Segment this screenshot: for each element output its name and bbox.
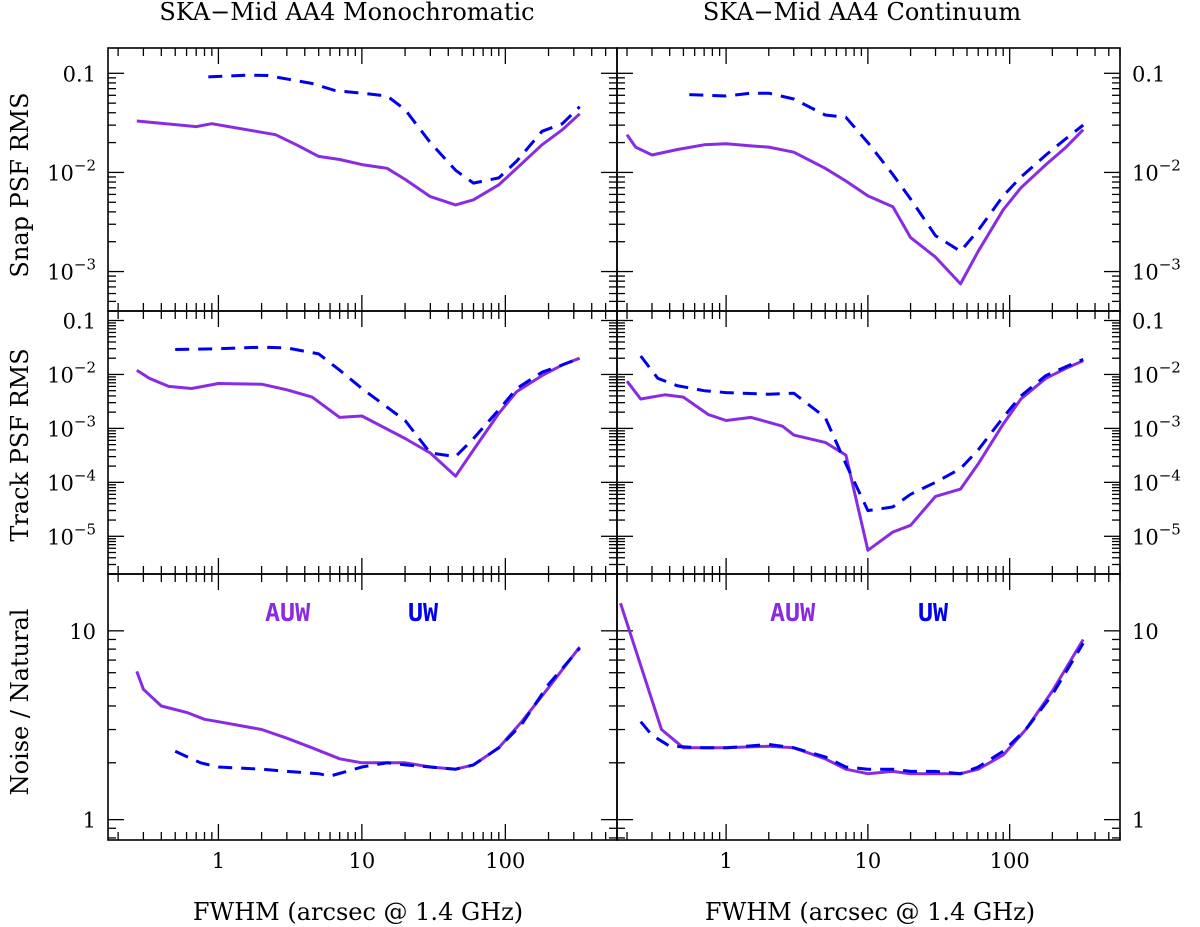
panel-frame bbox=[107, 573, 618, 841]
x-tick-label: 10 bbox=[855, 849, 882, 873]
xlabel-right: FWHM (arcsec @ 1.4 GHz) bbox=[705, 898, 1035, 926]
series-auw-line-panel-5 bbox=[619, 602, 1085, 776]
panel-frame bbox=[616, 47, 1121, 312]
series-uw-line-panel-5 bbox=[639, 642, 1085, 776]
series-auw-line-panel-4 bbox=[135, 646, 581, 771]
x-tick-label: 100 bbox=[990, 849, 1030, 873]
series-uw-line-panel-4 bbox=[174, 647, 581, 778]
series-auw-line-panel-2 bbox=[135, 356, 581, 478]
legend-auw-left: AUW bbox=[265, 598, 311, 627]
y-tick-label-right: 10−3 bbox=[1132, 256, 1181, 285]
y-tick-label-left: 10−3 bbox=[47, 412, 96, 441]
y-tick-label-right: 10−2 bbox=[1132, 156, 1181, 185]
ylabel-track: Track PSF RMS bbox=[6, 348, 34, 541]
y-tick-label-left: 10 bbox=[69, 620, 96, 644]
legend-uw-left: UW bbox=[408, 598, 439, 627]
y-tick-label-right: 10 bbox=[1132, 620, 1159, 644]
y-tick-label-right: 10−2 bbox=[1132, 358, 1181, 387]
legend-auw-right: AUW bbox=[770, 598, 816, 627]
ylabel-snap: Snap PSF RMS bbox=[6, 92, 34, 277]
y-tick-label-left: 0.1 bbox=[63, 309, 96, 333]
y-tick-label-left: 10−2 bbox=[47, 358, 96, 387]
panel-frame bbox=[616, 310, 1121, 575]
title-continuum: SKA−Mid AA4 Continuum bbox=[703, 0, 1022, 26]
xlabel-left: FWHM (arcsec @ 1.4 GHz) bbox=[193, 898, 523, 926]
y-tick-label-left: 10−2 bbox=[47, 156, 96, 185]
series-auw-line-panel-1 bbox=[625, 128, 1085, 286]
series-auw-line-panel-0 bbox=[136, 112, 581, 207]
x-tick-label: 10 bbox=[349, 849, 376, 873]
y-tick-label-right: 0.1 bbox=[1132, 309, 1165, 333]
panel-frame bbox=[616, 573, 1121, 841]
series-auw-line-panel-3 bbox=[625, 359, 1084, 552]
series-uw-line-panel-2 bbox=[175, 345, 581, 459]
y-tick-label-left: 0.1 bbox=[63, 62, 96, 86]
y-tick-label-right: 0.1 bbox=[1132, 62, 1165, 86]
y-tick-label-left: 10−5 bbox=[47, 520, 96, 549]
plot-layer: 0.1 0.1 10−2 10−2 10−3 10−3 0.1 0.1 10−2 10−2 10−3… bbox=[47, 47, 1181, 873]
y-tick-label-right: 10−3 bbox=[1132, 412, 1181, 441]
y-tick-label-right: 10−4 bbox=[1132, 466, 1181, 495]
x-tick-label: 1 bbox=[719, 849, 732, 873]
series-uw-line-panel-0 bbox=[208, 73, 581, 185]
panel-frame bbox=[107, 47, 618, 312]
y-tick-label-right: 10−5 bbox=[1132, 520, 1181, 549]
y-tick-label-right: 1 bbox=[1132, 809, 1145, 833]
x-tick-label: 100 bbox=[485, 849, 525, 873]
legend-uw-right: UW bbox=[918, 598, 949, 627]
title-monochromatic: SKA−Mid AA4 Monochromatic bbox=[159, 0, 534, 26]
y-tick-label-left: 10−3 bbox=[47, 256, 96, 285]
series-uw-line-panel-1 bbox=[689, 91, 1085, 253]
y-tick-label-left: 10−4 bbox=[47, 466, 96, 495]
y-tick-label-left: 1 bbox=[83, 809, 96, 833]
ylabel-noise: Noise / Natural bbox=[6, 609, 34, 796]
series-uw-line-panel-3 bbox=[639, 355, 1084, 513]
x-tick-label: 1 bbox=[212, 849, 225, 873]
